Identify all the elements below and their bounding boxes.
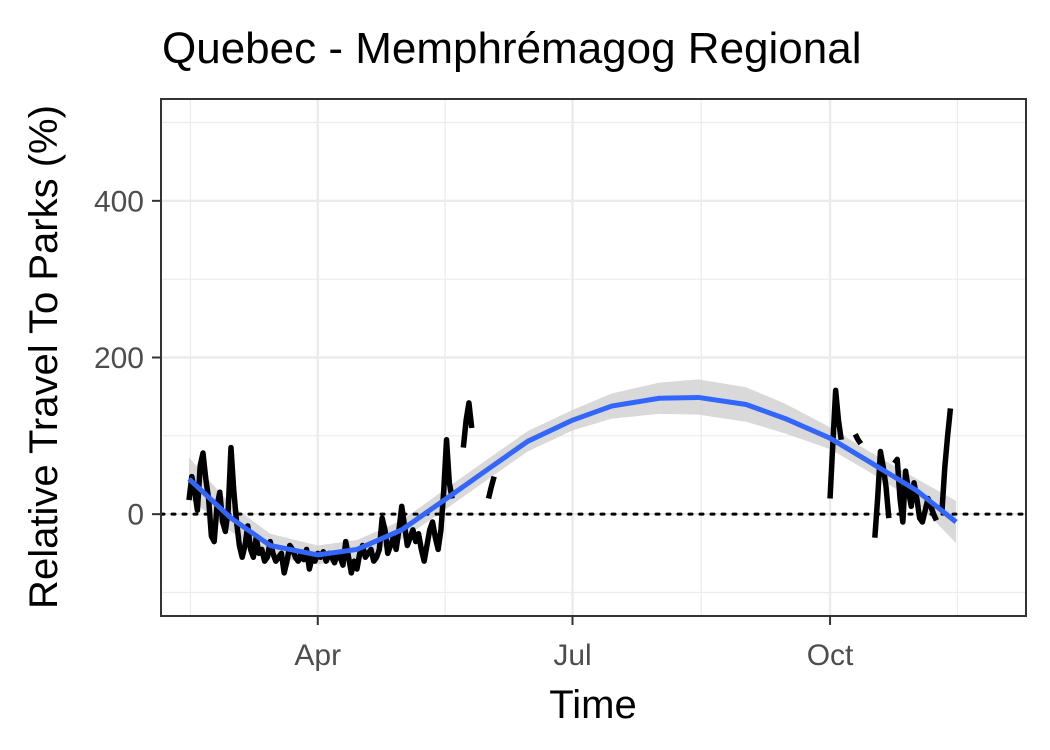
smooth-trend-layer [187,394,958,558]
y-tick-label: 0 [127,499,144,532]
observed-series-line [186,437,455,576]
observed-series-line [827,387,844,499]
x-tick-label: Oct [807,639,854,672]
confidence-band-layer [188,379,957,565]
y-tick-label: 400 [94,185,144,218]
y-tick-label: 200 [94,342,144,375]
x-axis-title: Time [549,683,636,727]
observed-series-line [939,408,954,511]
observed-series-line [460,400,475,448]
y-axis-title: Relative Travel To Parks (%) [22,105,66,609]
chart-title: Quebec - Memphrémagog Regional [162,24,862,73]
confidence-band [188,379,957,565]
observed-series-line [485,475,497,500]
x-tick-label: Apr [294,639,341,672]
observed-series-line [872,448,892,538]
smooth-trend-line [187,394,958,558]
observed-series-line [852,433,864,446]
x-tick-label: Jul [553,639,591,672]
x-axis: Apr Jul Oct [294,616,854,672]
y-axis: 0 200 400 [94,185,161,532]
